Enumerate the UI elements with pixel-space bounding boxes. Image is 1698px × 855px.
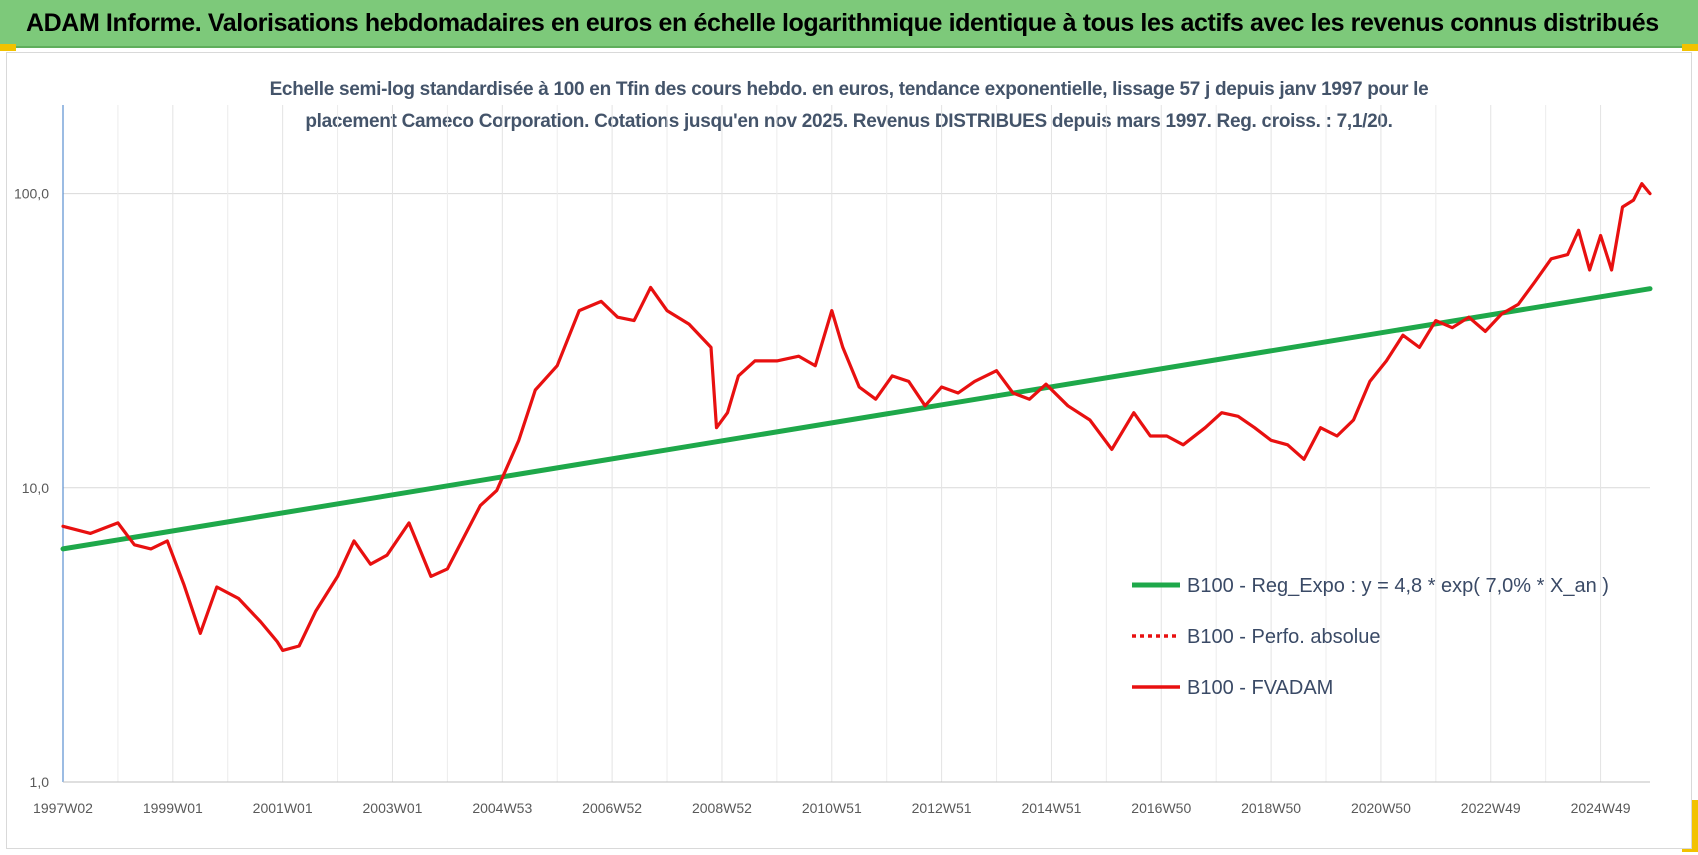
chart-title: Echelle semi-log standardisée à 100 en T…: [0, 74, 1698, 138]
x-tick-label: 2014W51: [1021, 800, 1081, 816]
legend-label: B100 - Reg_Expo : y = 4,8 * exp( 7,0% * …: [1187, 575, 1609, 597]
corner-marker-bottom-right-h: [1682, 846, 1698, 852]
x-tick-label: 2006W52: [582, 800, 642, 816]
chart-title-line-1: Echelle semi-log standardisée à 100 en T…: [269, 79, 1429, 100]
series-reg-expo-line: [60, 286, 1653, 552]
legend-label: B100 - FVADAM: [1187, 677, 1333, 699]
x-tick-label: 2010W51: [802, 800, 862, 816]
x-tick-label: 2004W53: [472, 800, 532, 816]
x-tick-label: 1999W01: [143, 800, 203, 816]
x-tick-label: 2001W01: [253, 800, 313, 816]
x-tick-label: 2003W01: [363, 800, 423, 816]
x-tick-labels: 1997W02 1999W01 2001W01 2003W01 2004W53 2006W…: [33, 800, 1631, 816]
corner-marker-bottom-right: [1692, 800, 1698, 850]
page-title: ADAM Informe. Valorisations hebdomadaire…: [26, 9, 1659, 37]
title-banner: ADAM Informe. Valorisations hebdomadaire…: [0, 0, 1698, 48]
series-layer: [60, 182, 1653, 653]
chart-title-line-2: placement Cameco Corporation. Cotations …: [305, 111, 1393, 132]
y-tick-label: 10,0: [22, 480, 49, 496]
corner-marker-top-left: [0, 44, 16, 51]
y-tick-labels: 100,0 10,0 1,0: [14, 186, 49, 790]
x-tick-label: 2022W49: [1461, 800, 1521, 816]
legend-label: B100 - Perfo. absolue: [1187, 626, 1380, 648]
x-tick-label: 2018W50: [1241, 800, 1301, 816]
x-tick-label: 2016W50: [1131, 800, 1191, 816]
y-tick-label: 1,0: [30, 774, 50, 790]
x-tick-label: 2020W50: [1351, 800, 1411, 816]
legend: B100 - Reg_Expo : y = 4,8 * exp( 7,0% * …: [1132, 575, 1609, 699]
chart-frame: [6, 52, 1692, 849]
vertical-gridlines: [62, 105, 1602, 782]
horizontal-gridlines: [63, 193, 1650, 783]
y-tick-label: 100,0: [14, 186, 49, 202]
x-tick-label: 2008W52: [692, 800, 752, 816]
x-tick-label: 2024W49: [1571, 800, 1631, 816]
x-tick-label: 1997W02: [33, 800, 93, 816]
corner-marker-top-right: [1682, 44, 1698, 51]
x-tick-label: 2012W51: [912, 800, 972, 816]
series-fvadam-line: [61, 182, 1652, 653]
